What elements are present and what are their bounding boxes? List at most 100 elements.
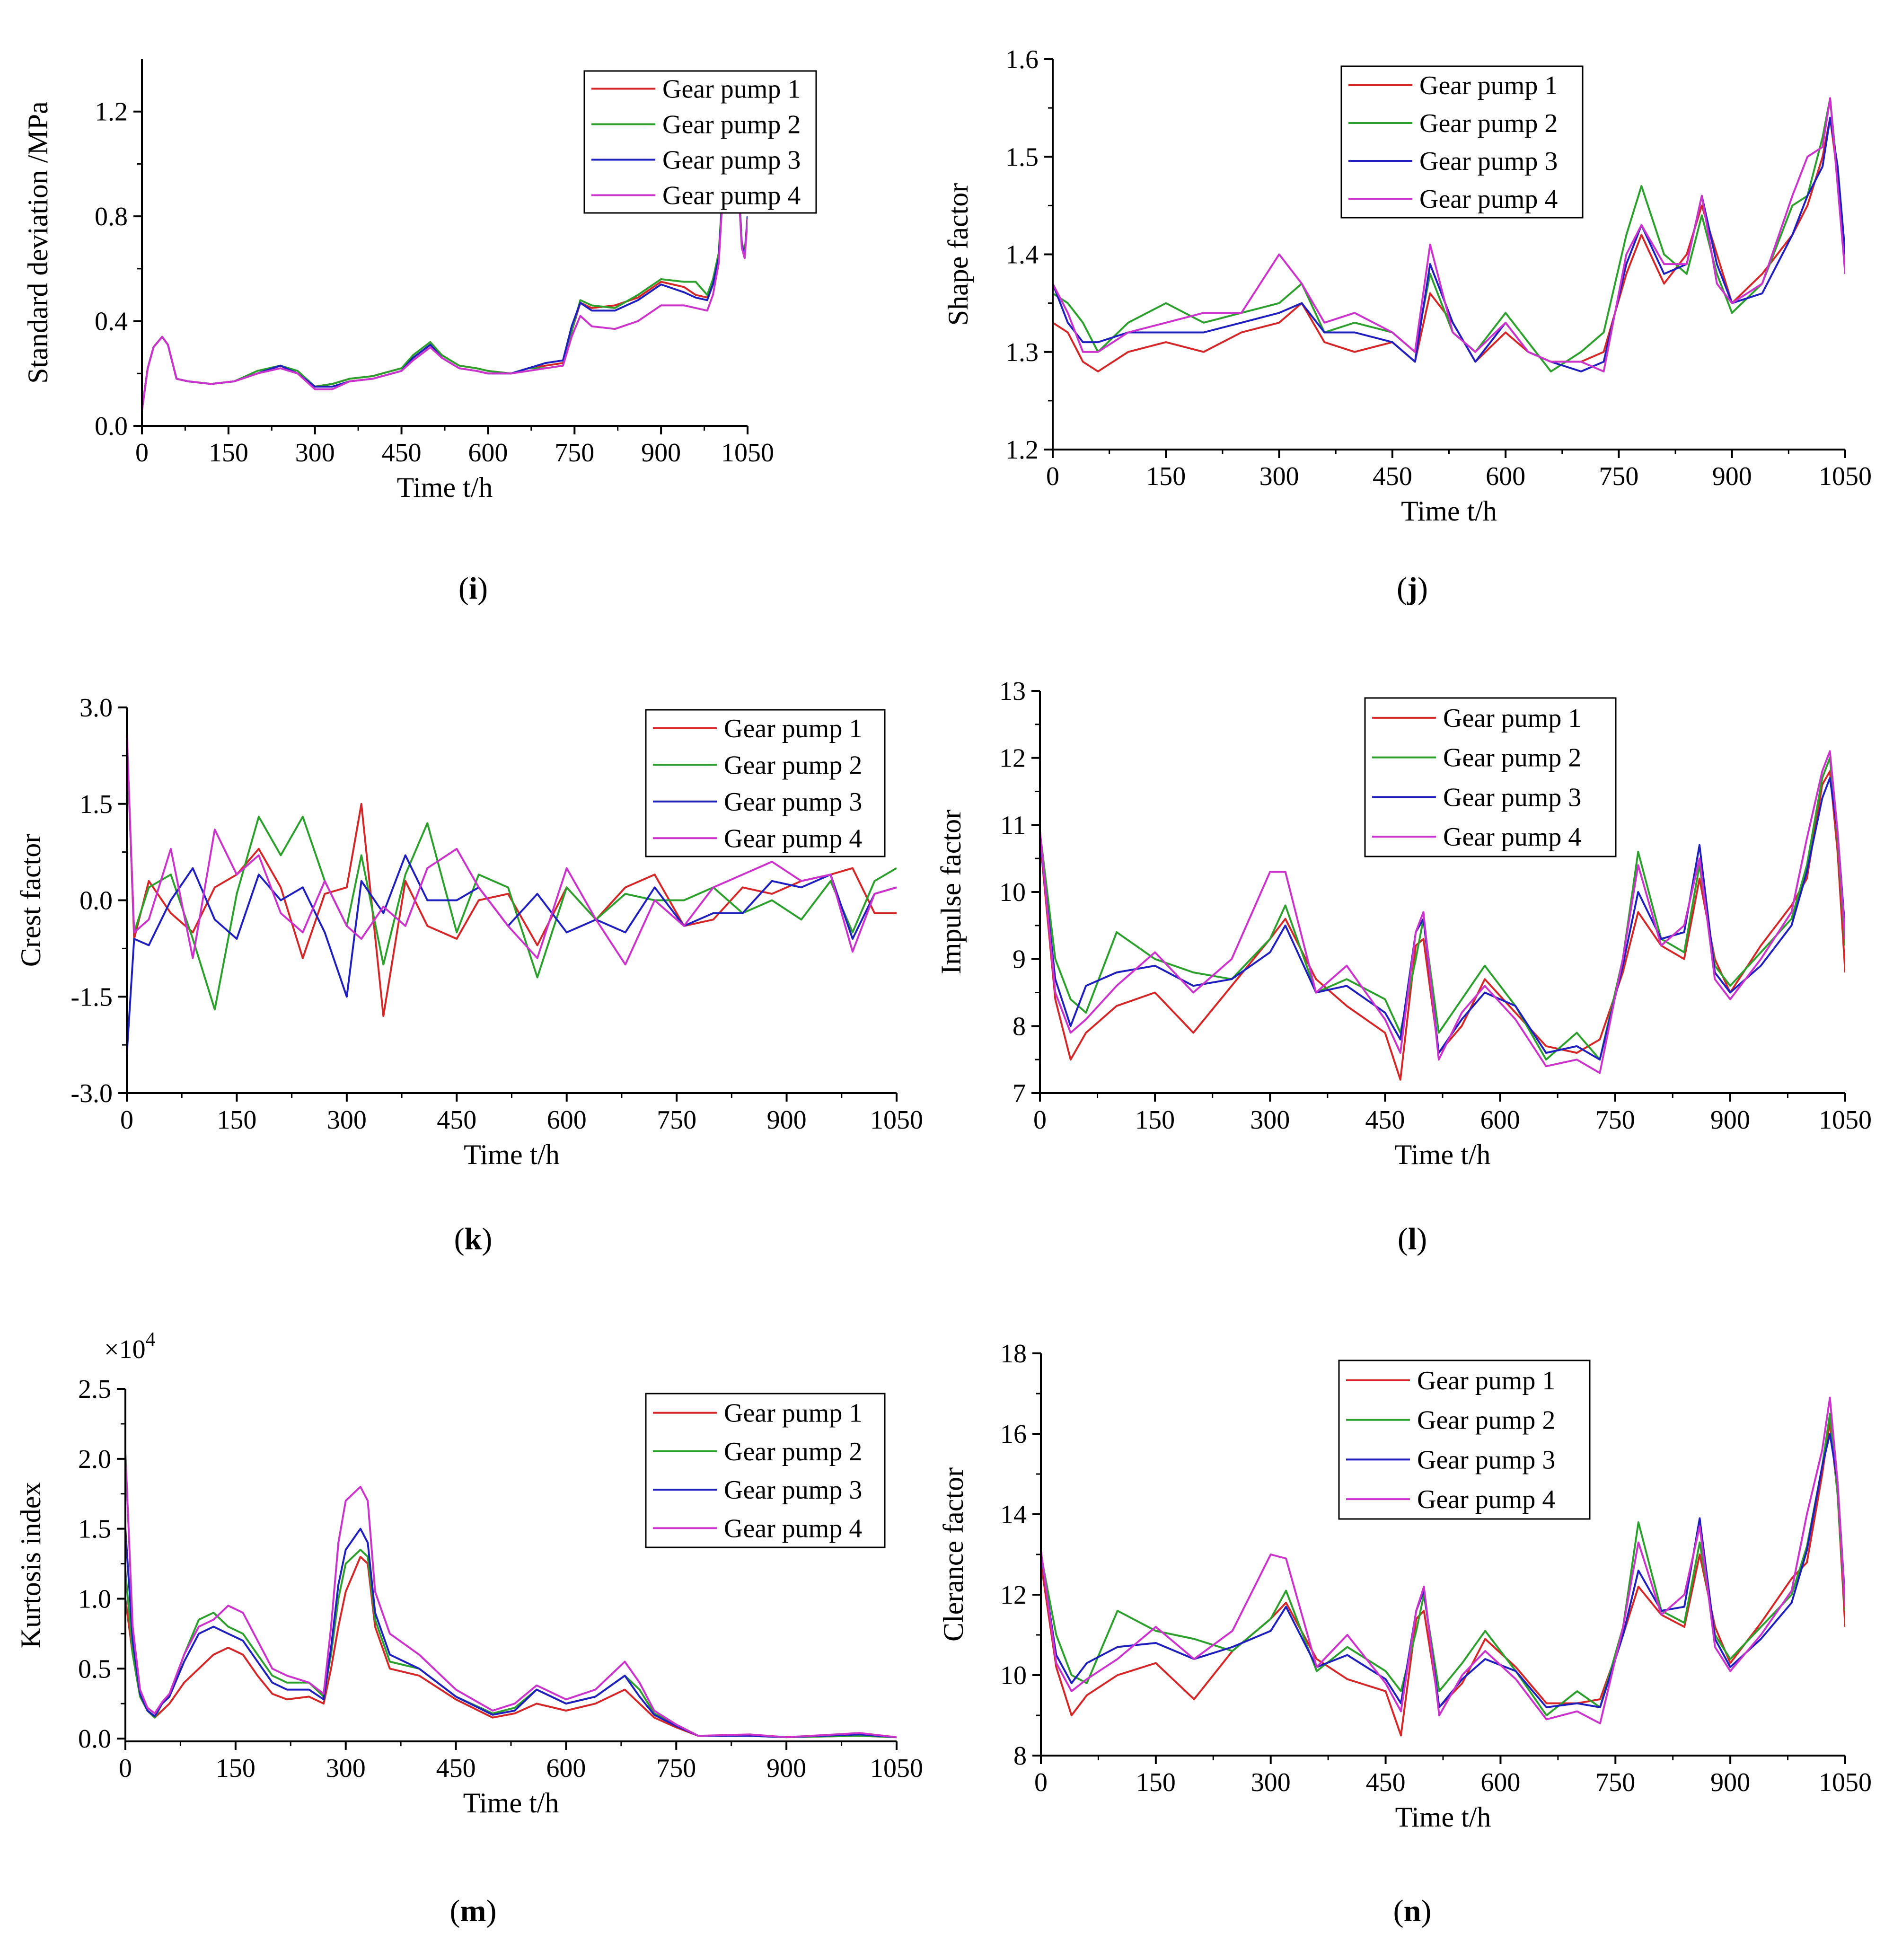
legend-box — [1338, 1360, 1591, 1520]
x-tick-label: 0 — [120, 1105, 133, 1135]
x-tick-label: 600 — [1486, 462, 1525, 491]
caption-open-paren: ( — [1398, 1222, 1408, 1256]
caption-close-paren: ) — [482, 1222, 492, 1256]
series-line-4 — [125, 1451, 897, 1739]
x-tick-label: 0 — [1034, 1768, 1048, 1797]
x-tick-label: 150 — [1136, 1768, 1176, 1797]
x-tick-label: 0 — [1033, 1105, 1047, 1135]
chart-panel-n: 0 150 300 450 600 750 900 1050 8 10 12 14 16 18 Time t… — [938, 1339, 1872, 1928]
x-tick-label: 750 — [555, 438, 594, 468]
legend-label-1: Gear pump 1 — [1443, 704, 1581, 733]
caption-close-paren: ) — [1418, 571, 1428, 606]
series-line-1 — [125, 1555, 897, 1739]
x-tick-label: 150 — [217, 1105, 256, 1135]
x-tick-label: 1050 — [870, 1105, 923, 1135]
x-tick-label: 750 — [1599, 462, 1638, 491]
legend-label-1: Gear pump 1 — [662, 75, 801, 104]
series-line-1 — [1041, 1421, 1845, 1737]
x-tick-label: 1050 — [721, 438, 774, 468]
y-tick-label: 13 — [999, 677, 1026, 706]
y-tick-label: 1.6 — [1005, 45, 1039, 74]
x-tick-label: 450 — [437, 1105, 476, 1135]
y-tick-label: 0.8 — [95, 202, 128, 231]
legend-label-3: Gear pump 3 — [724, 787, 862, 817]
y-multiplier-base: ×10 — [104, 1335, 146, 1364]
y-tick-label: 1.0 — [78, 1584, 111, 1614]
legend-label-3: Gear pump 3 — [1419, 147, 1558, 176]
legend-label-3: Gear pump 3 — [1417, 1445, 1555, 1474]
x-tick-label: 900 — [1710, 1768, 1750, 1797]
legend-box — [645, 1393, 886, 1548]
x-tick-label: 900 — [1712, 462, 1752, 491]
y-tick-label: 16 — [1000, 1420, 1027, 1449]
x-tick-label: 600 — [547, 1105, 587, 1135]
x-tick-label: 600 — [468, 438, 508, 468]
x-tick-label: 750 — [657, 1105, 696, 1135]
x-tick-label: 600 — [546, 1754, 586, 1783]
x-tick-label: 1050 — [1819, 1105, 1872, 1135]
x-tick-label: 300 — [1251, 1768, 1291, 1797]
legend-box — [645, 709, 886, 857]
legend-label-4: Gear pump 4 — [724, 1514, 862, 1543]
x-tick-label: 600 — [1480, 1105, 1520, 1135]
chart-panel-j: 0 150 300 450 600 750 900 1050 1.2 1.3 1.4 1.5 1.6 Ti… — [942, 45, 1872, 606]
series-line-4 — [142, 108, 748, 411]
y-axis-title: Impulse factor — [935, 810, 967, 974]
x-tick-label: 300 — [1259, 462, 1299, 491]
panel-caption: (n) — [1393, 1894, 1432, 1928]
series-line-2 — [125, 1549, 897, 1739]
x-axis-title: Time t/h — [464, 1139, 560, 1170]
caption-close-paren: ) — [486, 1894, 496, 1928]
panel-caption: (j) — [1397, 571, 1428, 606]
y-tick-label: 1.2 — [95, 97, 128, 127]
y-tick-label: 0.0 — [95, 412, 128, 441]
x-tick-label: 300 — [1250, 1105, 1290, 1135]
series-line-4 — [1053, 97, 1845, 372]
y-tick-label: 0.0 — [78, 1724, 111, 1754]
x-tick-label: 150 — [209, 438, 248, 468]
legend: Gear pump 1 Gear pump 2 Gear pump 3 Gear pu… — [645, 709, 886, 857]
y-tick-label: 9 — [1013, 945, 1026, 974]
x-tick-label: 900 — [767, 1105, 807, 1135]
x-tick-label: 0 — [1046, 462, 1059, 491]
x-axis-title: Time t/h — [1401, 495, 1497, 527]
y-axis-title: Clerance factor — [938, 1467, 969, 1642]
series-line-4 — [1041, 1396, 1845, 1724]
x-tick-label: 450 — [1366, 1768, 1406, 1797]
y-tick-label: 1.5 — [78, 1515, 111, 1544]
chart-panel-l: 0 150 300 450 600 750 900 1050 7 8 9 10 11 12 13 Time t… — [935, 677, 1872, 1256]
x-tick-label: 300 — [295, 438, 335, 468]
caption-close-paren: ) — [477, 571, 488, 606]
x-tick-label: 900 — [766, 1754, 806, 1783]
x-tick-label: 750 — [656, 1754, 696, 1783]
y-axis-title: Kurtosis index — [15, 1482, 46, 1649]
panel-caption: (i) — [458, 571, 488, 606]
legend-label-2: Gear pump 2 — [662, 110, 801, 140]
x-tick-label: 450 — [1373, 462, 1412, 491]
legend-box — [1340, 65, 1584, 219]
x-axis-title: Time t/h — [1395, 1801, 1491, 1833]
chart-panel-m: 0 150 300 450 600 750 900 1050 0.0 0.5 1.0 1.5 2.0 2.… — [15, 1329, 923, 1928]
y-tick-label: 2.5 — [78, 1375, 111, 1404]
legend: Gear pump 1 Gear pump 2 Gear pump 3 Gear pu… — [1364, 697, 1617, 857]
y-multiplier-label: ×104 — [104, 1329, 156, 1364]
y-axis-title: Shape factor — [942, 183, 974, 326]
x-tick-label: 150 — [216, 1754, 255, 1783]
caption-letter: k — [465, 1222, 482, 1256]
y-tick-label: 1.2 — [1005, 435, 1039, 465]
x-tick-label: 450 — [436, 1754, 476, 1783]
y-tick-label: 1.4 — [1005, 240, 1039, 270]
x-tick-label: 300 — [326, 1754, 366, 1783]
x-tick-label: 1050 — [870, 1754, 923, 1783]
x-tick-label: 1050 — [1819, 1768, 1872, 1797]
y-tick-label: 1.5 — [1005, 142, 1039, 172]
caption-open-paren: ( — [450, 1894, 460, 1928]
panel-caption: (l) — [1398, 1222, 1427, 1256]
legend: Gear pump 1 Gear pump 2 Gear pump 3 Gear pu… — [1338, 1360, 1591, 1520]
x-tick-label: 900 — [641, 438, 681, 468]
series-line-4 — [127, 733, 897, 966]
legend-box — [1364, 697, 1617, 857]
x-axis-title: Time t/h — [463, 1787, 559, 1819]
series-line-2 — [1041, 1413, 1845, 1716]
